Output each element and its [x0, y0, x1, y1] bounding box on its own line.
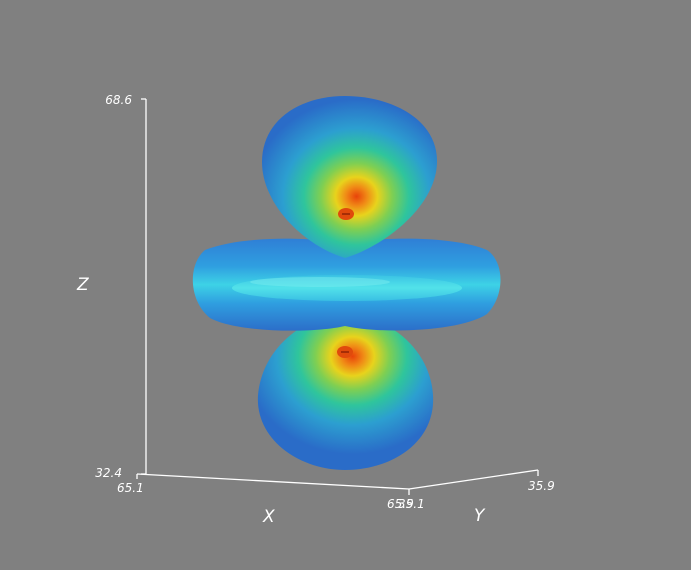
y-axis-title: Y: [474, 506, 486, 526]
torus: [192, 238, 501, 331]
lower-lobe-shell: [257, 312, 434, 470]
y-axis-line: [408, 469, 539, 490]
lower-lobe: [257, 312, 434, 470]
axes: [136, 98, 539, 495]
x-axis-line: [136, 473, 410, 490]
x-axis-min-label: 65.1: [117, 481, 144, 495]
y-axis-min-label: 35.1: [398, 497, 425, 511]
upper-lobe-shell: [262, 96, 438, 258]
torus-highlight: [250, 277, 390, 287]
z-axis-title: Z: [76, 275, 89, 295]
torus-core: [232, 275, 462, 301]
z-axis-min-label: 32.4: [95, 466, 122, 480]
x-axis-max-label: 65.9: [387, 497, 414, 511]
z-axis-max-label: 68.6: [105, 93, 132, 107]
upper-lobe: [262, 96, 438, 258]
x-axis-title: X: [262, 507, 275, 527]
y-axis-max-label: 35.9: [528, 479, 555, 493]
